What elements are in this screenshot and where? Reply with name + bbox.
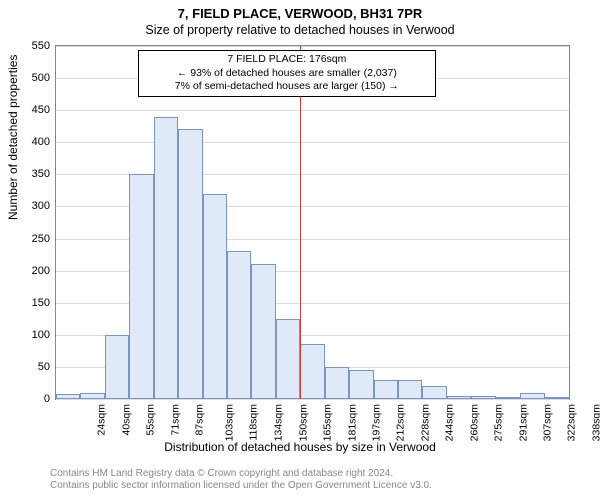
histogram-bar [178, 129, 202, 399]
x-tick: 307sqm [541, 404, 553, 441]
y-tick: 500 [32, 72, 50, 84]
y-tick: 450 [32, 104, 50, 116]
annotation-line: ← 93% of detached houses are smaller (2,… [143, 67, 431, 81]
annotation-line: 7 FIELD PLACE: 176sqm [143, 53, 431, 67]
plot-area: 7 FIELD PLACE: 176sqm← 93% of detached h… [55, 45, 570, 400]
histogram-bar [471, 396, 495, 399]
y-tick-labels: 050100150200250300350400450500550 [0, 45, 52, 400]
grid-line [56, 399, 569, 400]
histogram-bar [276, 319, 300, 399]
y-tick: 100 [32, 329, 50, 341]
histogram-bar [349, 370, 373, 399]
x-tick: 103sqm [224, 404, 236, 441]
attribution-footer: Contains HM Land Registry data © Crown c… [50, 468, 432, 492]
footer-line2: Contains public sector information licen… [50, 480, 432, 492]
y-tick: 300 [32, 200, 50, 212]
chart-title-address: 7, FIELD PLACE, VERWOOD, BH31 7PR [0, 0, 600, 21]
histogram-bar [203, 194, 227, 399]
x-tick: 244sqm [444, 404, 456, 441]
histogram-bar [251, 264, 275, 399]
x-tick: 118sqm [247, 404, 259, 441]
chart-subtitle: Size of property relative to detached ho… [0, 21, 600, 37]
x-axis-label: Distribution of detached houses by size … [0, 440, 600, 454]
x-tick: 55sqm [145, 404, 157, 436]
histogram-bar [447, 396, 471, 399]
x-tick: 212sqm [395, 404, 407, 441]
histogram-bar [300, 344, 324, 399]
histogram-bar [520, 393, 544, 399]
annotation-line: 7% of semi-detached houses are larger (1… [143, 80, 431, 94]
x-tick: 197sqm [370, 404, 382, 441]
histogram-bar [80, 393, 104, 399]
histogram-bar [374, 380, 398, 399]
x-tick: 291sqm [517, 404, 529, 441]
x-tick: 275sqm [492, 404, 504, 441]
histogram-bar [129, 174, 153, 399]
histogram-bar [545, 397, 569, 399]
y-tick: 50 [38, 361, 50, 373]
histogram-bar [398, 380, 422, 399]
grid-line [56, 142, 569, 143]
x-tick: 150sqm [297, 404, 309, 441]
x-tick-labels: 24sqm 40sqm 55sqm 71sqm 87sqm 103sqm 118sqm 134… [55, 401, 570, 441]
y-tick: 350 [32, 168, 50, 180]
grid-line [56, 46, 569, 47]
x-tick: 322sqm [566, 404, 578, 441]
y-tick: 250 [32, 233, 50, 245]
x-tick: 165sqm [321, 404, 333, 441]
x-tick: 228sqm [419, 404, 431, 441]
x-tick: 181sqm [346, 404, 358, 441]
histogram-bar [496, 397, 520, 399]
x-tick: 260sqm [468, 404, 480, 441]
histogram-bar [227, 251, 251, 399]
chart-container: { "titles": { "line1": "7, FIELD PLACE, … [0, 0, 600, 500]
y-tick: 200 [32, 265, 50, 277]
histogram-bar [154, 117, 178, 399]
histogram-bar [422, 386, 446, 399]
y-tick: 550 [32, 40, 50, 52]
histogram-bar [325, 367, 349, 399]
x-tick: 24sqm [96, 404, 108, 436]
grid-line [56, 110, 569, 111]
histogram-bar [56, 394, 80, 399]
x-tick: 134sqm [273, 404, 285, 441]
annotation-box: 7 FIELD PLACE: 176sqm← 93% of detached h… [138, 50, 436, 97]
y-tick: 400 [32, 136, 50, 148]
x-tick: 40sqm [120, 404, 132, 436]
y-tick: 0 [44, 393, 50, 405]
x-tick: 87sqm [193, 404, 205, 436]
reference-line [300, 46, 301, 399]
histogram-bar [105, 335, 129, 399]
y-tick: 150 [32, 297, 50, 309]
footer-line1: Contains HM Land Registry data © Crown c… [50, 468, 432, 480]
x-tick: 71sqm [169, 404, 181, 436]
x-tick: 338sqm [590, 404, 600, 441]
